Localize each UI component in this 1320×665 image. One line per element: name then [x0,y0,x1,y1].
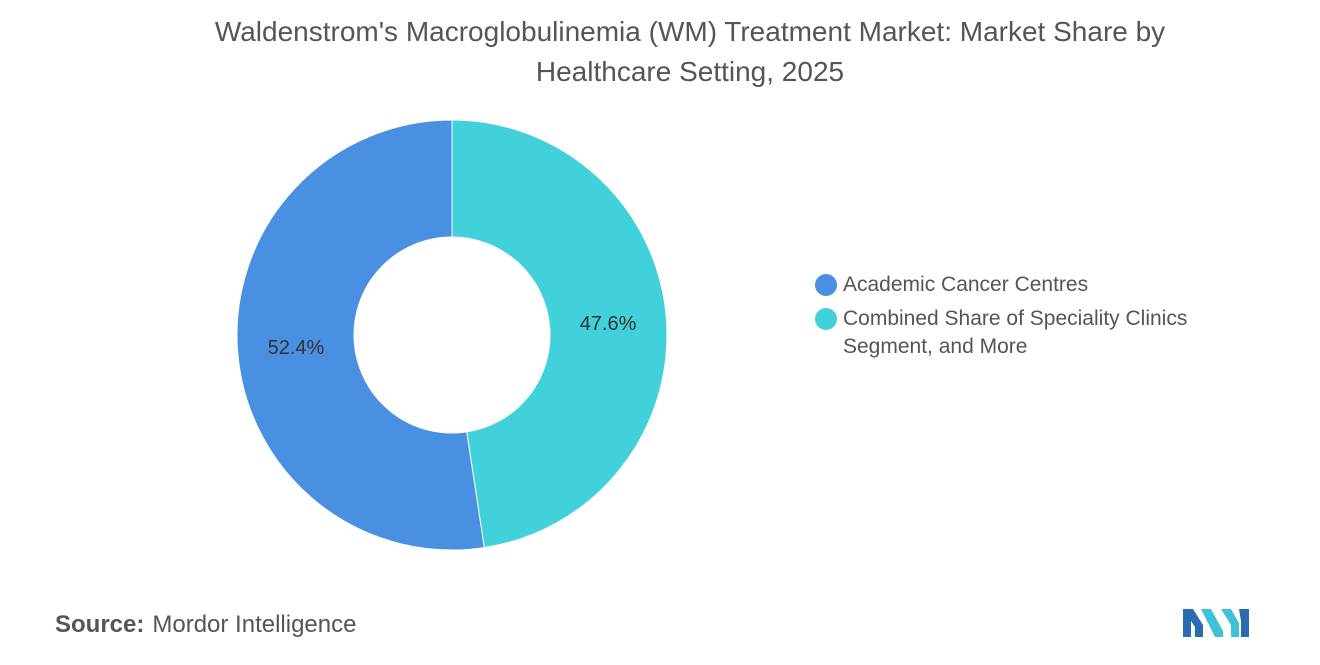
donut-slice-label: 47.6% [580,313,637,335]
donut-slice-label: 52.4% [268,337,325,359]
chart-title-line-2: Healthcare Setting, 2025 [535,56,845,87]
legend-label: Combined Share of Speciality Clinics Seg… [843,305,1187,361]
chart-title: Waldenstrom's Macroglobulinemia (WM) Tre… [120,12,1260,92]
source-label: Source: [55,611,145,638]
source-value: Mordor Intelligence [152,611,357,638]
chart-title-line-1: Waldenstrom's Macroglobulinemia (WM) Tre… [214,16,1166,47]
legend-swatch-icon [815,308,837,330]
donut-slice-speciality-clinics[interactable] [451,119,668,549]
legend-label-line: Combined Share of Speciality Clinics [843,307,1188,330]
legend-label-line: Academic Cancer Centres [843,273,1089,296]
legend-label: Academic Cancer Centres [843,271,1088,299]
legend-label-line: Segment, and More [843,335,1028,358]
mordor-intelligence-logo-icon [1183,609,1249,637]
legend-item-academic-cancer-centres[interactable]: Academic Cancer Centres [815,271,1255,299]
legend-swatch-icon [815,274,837,296]
legend-item-speciality-clinics[interactable]: Combined Share of Speciality Clinics Seg… [815,305,1255,361]
source-note: Source: Mordor Intelligence [55,611,356,639]
chart-legend: Academic Cancer Centres Combined Share o… [815,271,1255,367]
donut-slice-academic-cancer-centres[interactable] [236,119,485,551]
